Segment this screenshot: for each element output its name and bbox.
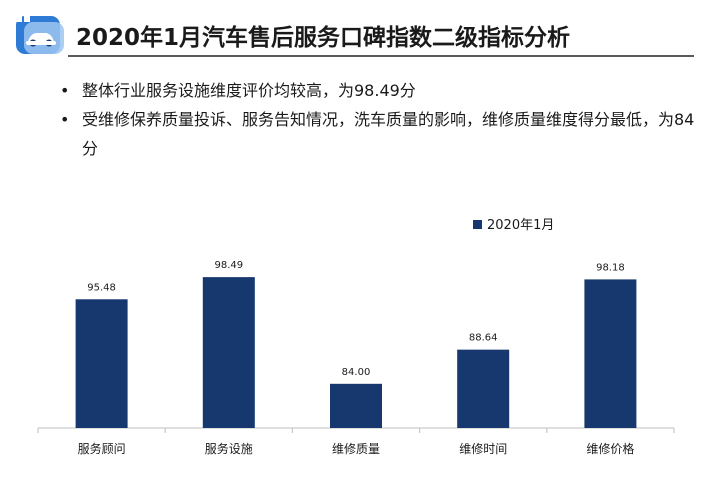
legend-label: 2020年1月 xyxy=(487,218,554,233)
x-tick-label: 维修价格 xyxy=(586,441,634,456)
bar-1 xyxy=(75,299,128,428)
bullet-text: 整体行业服务设施维度评价均较高，为98.49分 xyxy=(82,81,416,100)
title-divider xyxy=(68,55,694,57)
bar-chart: 95.48 服务顾问 98.49 服务设施 84.00 维修质量 88.64 维修时间 98.1… xyxy=(0,196,712,480)
data-label: 95.48 xyxy=(87,282,116,293)
data-label: 84.00 xyxy=(342,367,371,378)
header: 2020年1月汽车售后服务口碑指数二级指标分析 xyxy=(0,0,712,66)
x-tick-label: 服务顾问 xyxy=(78,441,126,456)
legend-swatch xyxy=(473,220,482,229)
bullet-marker: • xyxy=(60,110,70,129)
data-label: 88.64 xyxy=(469,333,498,344)
bar-chart-svg: 95.48 服务顾问 98.49 服务设施 84.00 维修质量 88.64 维修时间 98.1… xyxy=(37,218,675,456)
data-label: 98.49 xyxy=(214,260,243,271)
x-tick-label: 维修时间 xyxy=(459,441,507,456)
bullet-text: 受维修保养质量投诉、服务告知情况，洗车质量的影响，维修质量维度得分最低，为84分 xyxy=(82,110,695,158)
bar-5 xyxy=(584,279,637,428)
car-logo-icon xyxy=(14,12,68,58)
bar-2 xyxy=(202,277,255,428)
x-tick-label: 服务设施 xyxy=(205,441,253,456)
page-title: 2020年1月汽车售后服务口碑指数二级指标分析 xyxy=(76,25,571,51)
data-label: 98.18 xyxy=(596,262,625,273)
bullet-item: • 整体行业服务设施维度评价均较高，为98.49分 xyxy=(58,76,698,105)
x-tick-label: 维修质量 xyxy=(332,441,380,456)
bar-4 xyxy=(457,349,510,428)
bar-3 xyxy=(330,383,382,428)
bullet-list: • 整体行业服务设施维度评价均较高，为98.49分 • 受维修保养质量投诉、服务… xyxy=(58,76,698,163)
bullet-item: • 受维修保养质量投诉、服务告知情况，洗车质量的影响，维修质量维度得分最低，为8… xyxy=(58,105,698,163)
bullet-marker: • xyxy=(60,81,70,100)
